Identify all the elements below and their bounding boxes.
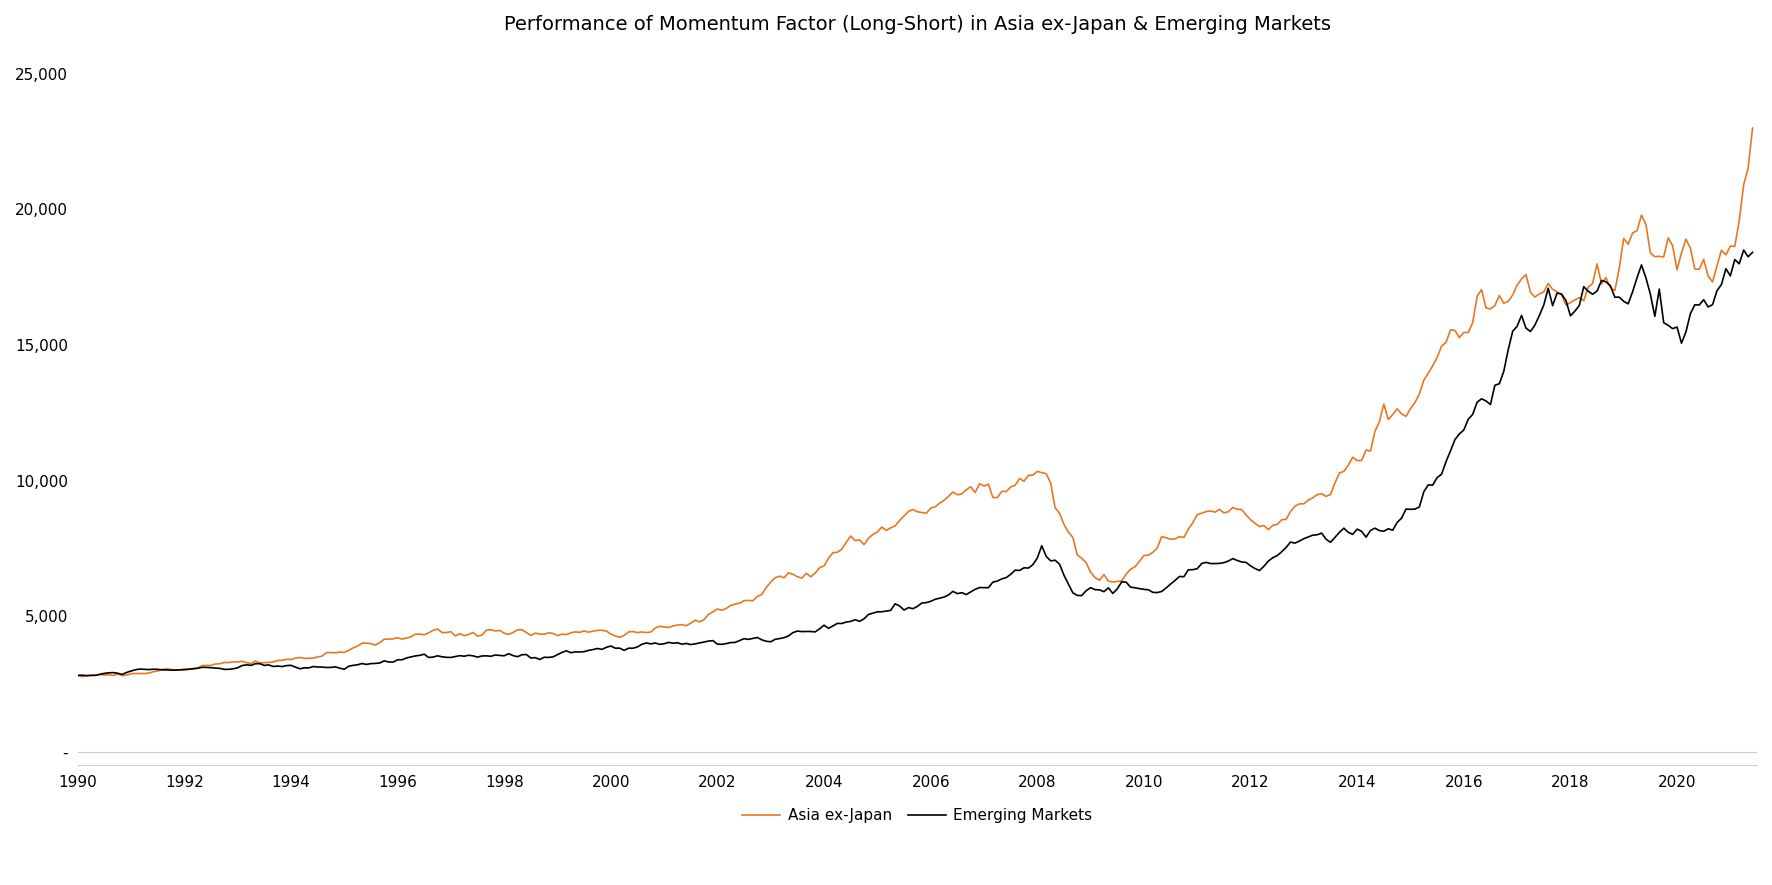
Emerging Markets xyxy=(67,670,89,681)
Asia ex-Japan xyxy=(996,486,1017,496)
Asia ex-Japan xyxy=(1683,264,1705,274)
Asia ex-Japan xyxy=(71,672,92,682)
Emerging Markets xyxy=(734,634,755,644)
Emerging Markets xyxy=(1683,299,1705,310)
Emerging Markets xyxy=(996,573,1017,583)
Title: Performance of Momentum Factor (Long-Short) in Asia ex-Japan & Emerging Markets: Performance of Momentum Factor (Long-Sho… xyxy=(503,15,1331,34)
Emerging Markets xyxy=(1733,245,1754,256)
Emerging Markets xyxy=(124,665,145,675)
Emerging Markets xyxy=(1108,583,1129,594)
Line: Emerging Markets: Emerging Markets xyxy=(78,250,1753,675)
Emerging Markets xyxy=(1666,322,1687,333)
Emerging Markets xyxy=(76,670,97,681)
Asia ex-Japan xyxy=(1108,576,1129,587)
Legend: Asia ex-Japan, Emerging Markets: Asia ex-Japan, Emerging Markets xyxy=(735,802,1099,829)
Asia ex-Japan xyxy=(734,596,755,606)
Asia ex-Japan xyxy=(1742,123,1763,134)
Asia ex-Japan xyxy=(67,670,89,681)
Emerging Markets xyxy=(1742,247,1763,258)
Asia ex-Japan xyxy=(124,668,145,679)
Asia ex-Japan xyxy=(1666,265,1687,275)
Line: Asia ex-Japan: Asia ex-Japan xyxy=(78,128,1753,677)
